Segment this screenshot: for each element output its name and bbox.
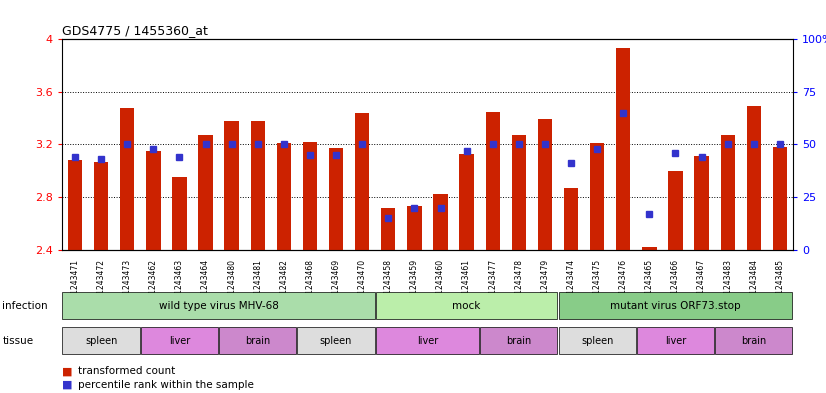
Bar	[173, 177, 187, 250]
Text: ■: ■	[62, 366, 73, 376]
Text: brain: brain	[245, 336, 270, 346]
Bar	[720, 135, 735, 250]
Bar	[120, 108, 135, 250]
Bar	[329, 149, 344, 250]
Bar	[376, 327, 479, 354]
Bar	[303, 142, 317, 250]
Text: spleen: spleen	[320, 336, 352, 346]
Bar	[558, 292, 792, 319]
Bar	[511, 135, 526, 250]
Bar	[480, 327, 558, 354]
Bar	[68, 160, 82, 250]
Text: liver: liver	[417, 336, 438, 346]
Bar	[590, 143, 605, 250]
Bar	[407, 206, 421, 250]
Bar	[277, 143, 291, 250]
Text: spleen: spleen	[85, 336, 117, 346]
Bar	[459, 154, 474, 250]
Text: spleen: spleen	[581, 336, 614, 346]
Bar	[355, 113, 369, 250]
Bar	[695, 156, 709, 250]
Bar	[668, 171, 682, 250]
Text: infection: infection	[2, 301, 48, 310]
Bar	[616, 48, 630, 250]
Text: mock: mock	[453, 301, 481, 310]
Bar	[63, 327, 140, 354]
Bar	[63, 292, 375, 319]
Text: transformed count: transformed count	[78, 366, 176, 376]
Bar	[250, 121, 265, 250]
Bar	[637, 327, 714, 354]
Bar	[94, 162, 108, 250]
Bar	[564, 188, 578, 250]
Text: liver: liver	[169, 336, 190, 346]
Bar	[747, 107, 761, 250]
Text: ■: ■	[62, 380, 73, 390]
Bar	[538, 119, 552, 250]
Bar	[434, 195, 448, 250]
Text: tissue: tissue	[2, 336, 34, 346]
Bar	[486, 112, 500, 250]
Text: brain: brain	[506, 336, 531, 346]
Text: brain: brain	[741, 336, 767, 346]
Bar	[225, 121, 239, 250]
Bar	[773, 147, 787, 250]
Text: GDS4775 / 1455360_at: GDS4775 / 1455360_at	[62, 24, 208, 37]
Bar	[140, 327, 218, 354]
Bar	[146, 151, 160, 250]
Bar	[642, 247, 657, 250]
Text: wild type virus MHV-68: wild type virus MHV-68	[159, 301, 278, 310]
Text: liver: liver	[665, 336, 686, 346]
Bar	[558, 327, 636, 354]
Bar	[376, 292, 558, 319]
Text: percentile rank within the sample: percentile rank within the sample	[78, 380, 254, 390]
Bar	[198, 135, 213, 250]
Bar	[219, 327, 297, 354]
Text: mutant virus ORF73.stop: mutant virus ORF73.stop	[610, 301, 741, 310]
Bar	[297, 327, 375, 354]
Bar	[715, 327, 792, 354]
Bar	[381, 208, 396, 250]
